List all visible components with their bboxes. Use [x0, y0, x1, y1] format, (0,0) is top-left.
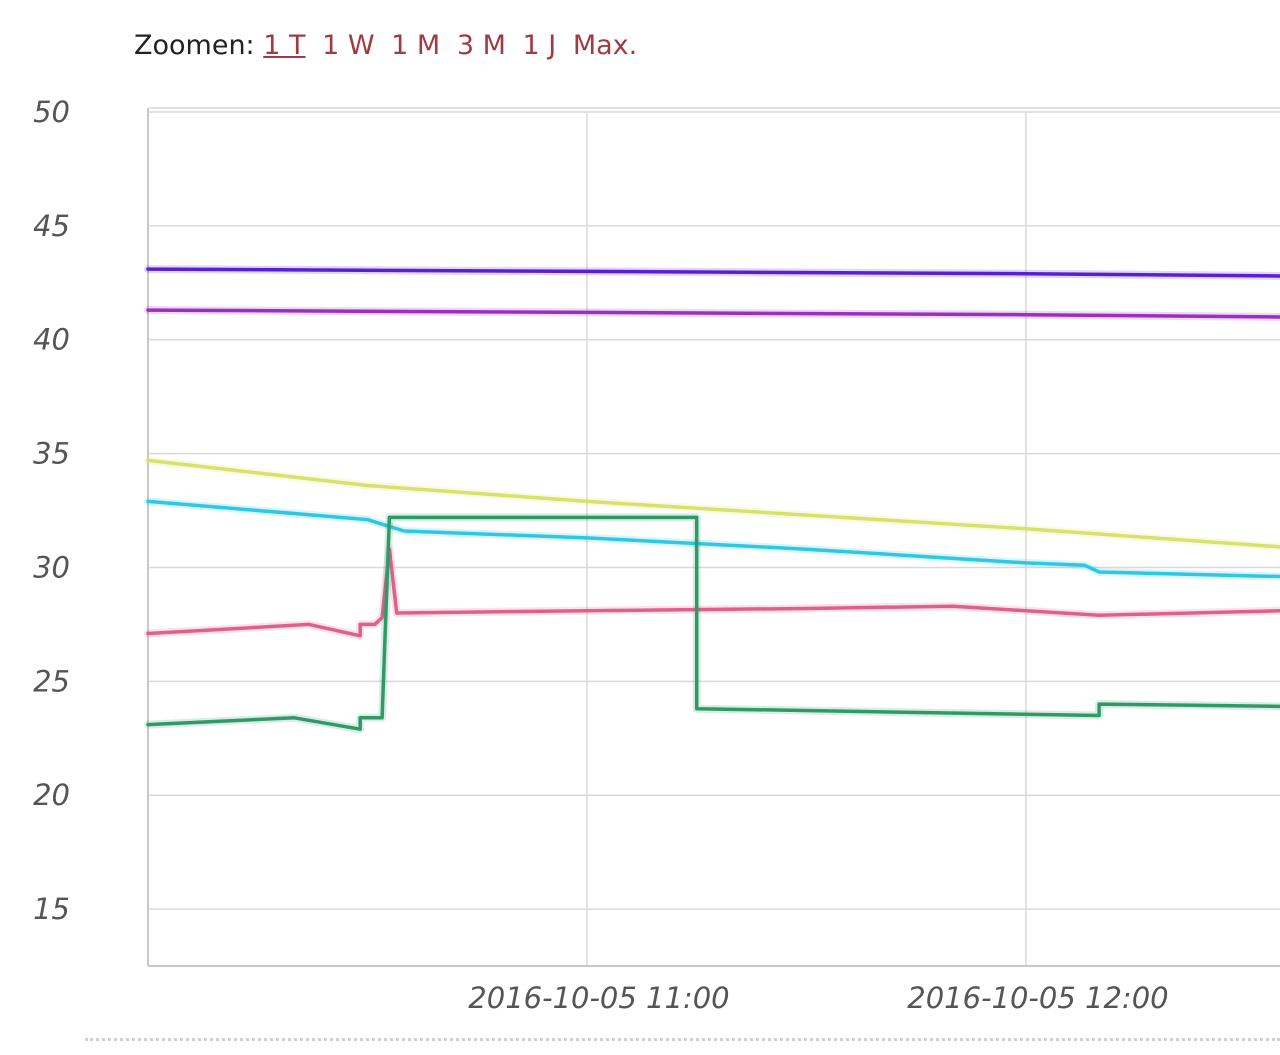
series-layer — [144, 265, 1280, 734]
x-tick-label: 2016-10-05 11:00 — [468, 981, 729, 1015]
y-tick-label: 45 — [33, 209, 70, 243]
y-tick-label: 50 — [33, 95, 70, 129]
zoom-max-link[interactable]: Max. — [572, 30, 638, 61]
zoom-3-month-link[interactable]: 3 M — [456, 30, 506, 61]
y-tick-label: 35 — [33, 437, 70, 471]
y-tick-label: 30 — [33, 550, 70, 584]
zoom-1-week-link[interactable]: 1 W — [322, 30, 375, 61]
series-line-2 — [146, 308, 1280, 319]
zoom-1-month-link[interactable]: 1 M — [391, 30, 441, 61]
series-shadow-5 — [144, 545, 1280, 640]
zoom-bar: Zoomen: 1 T 1 W 1 M 3 M 1 J Max. — [134, 30, 645, 61]
zoom-1-day-link[interactable]: 1 T — [263, 30, 306, 61]
bottom-divider — [85, 1038, 1280, 1041]
zoom-1-year-link[interactable]: 1 J — [522, 30, 557, 61]
y-tick-label: 40 — [33, 323, 70, 357]
series-line-3 — [146, 458, 1280, 549]
x-tick-label: 2016-10-05 12:00 — [907, 981, 1168, 1015]
y-tick-label: 25 — [33, 664, 70, 698]
tick-labels: 15 20 25 30 35 40 45 50 2016-10-05 11:00 2016-10-… — [33, 95, 1169, 1015]
zoom-label: Zoomen: — [134, 30, 255, 61]
y-tick-label: 20 — [33, 778, 70, 812]
grid — [148, 111, 1280, 966]
series-line-6 — [146, 515, 1280, 731]
axes — [147, 107, 1280, 967]
y-tick-label: 15 — [33, 892, 70, 926]
series-line-1 — [146, 267, 1280, 278]
